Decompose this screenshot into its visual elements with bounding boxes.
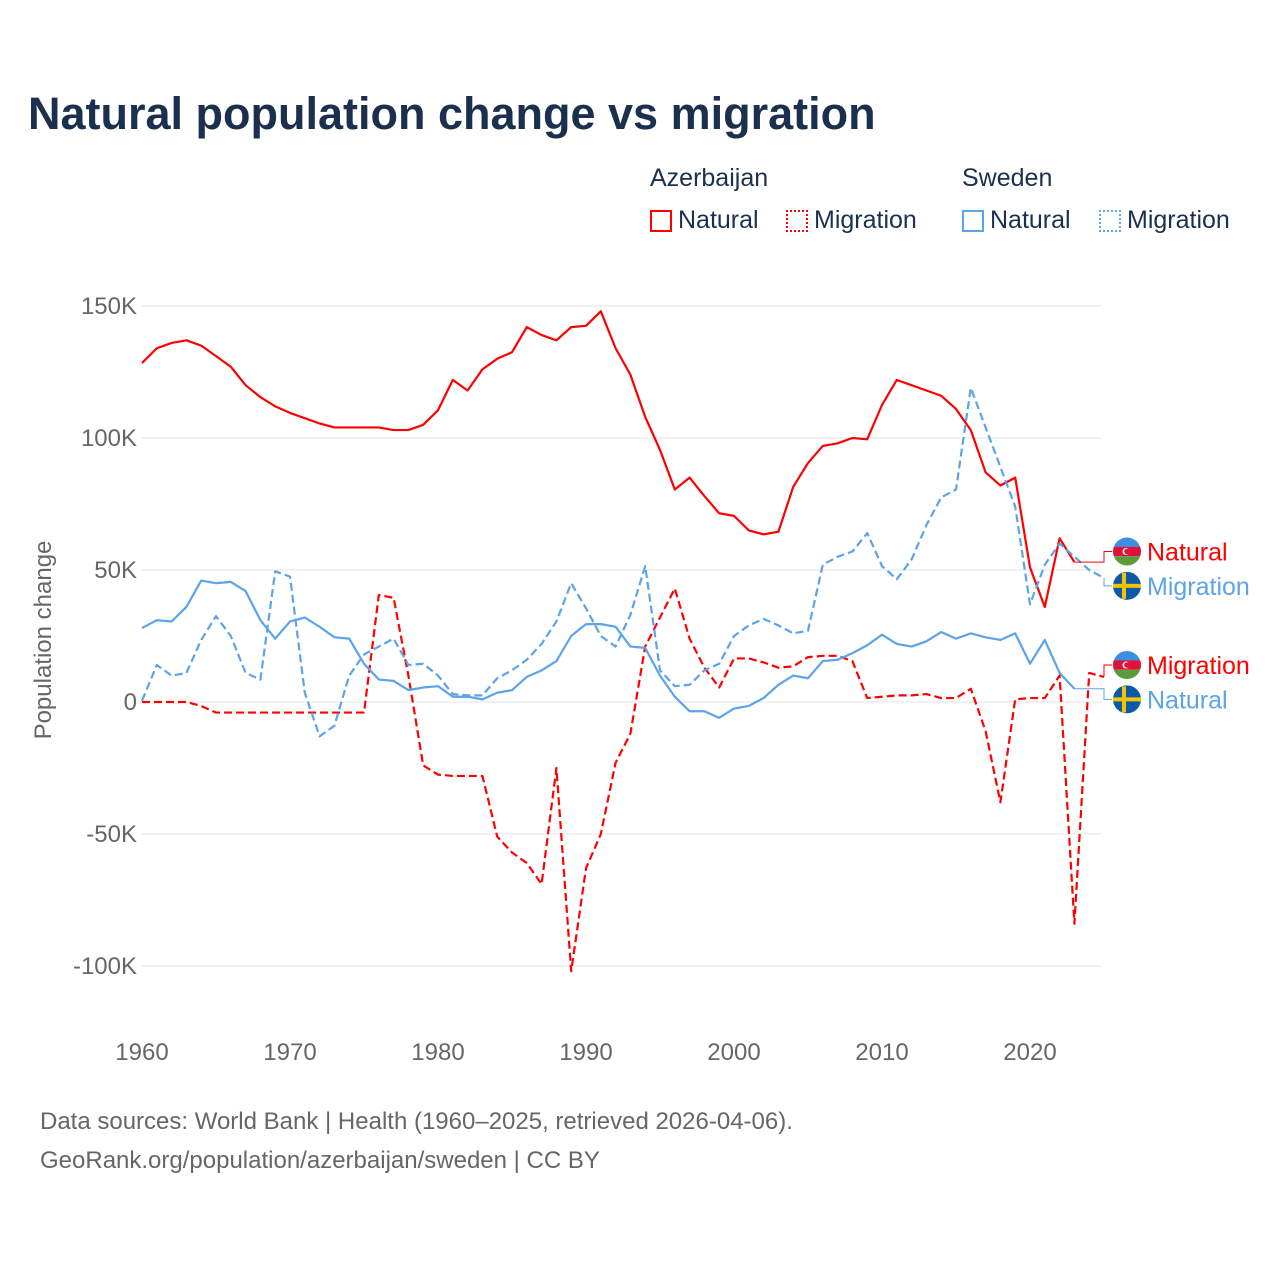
series-line-sweden-natural xyxy=(141,579,1076,719)
series-end-label: Natural xyxy=(1147,539,1228,567)
legend-group-azerbaijan: Azerbaijan xyxy=(650,164,769,192)
legend-item-azerbaijan-natural[interactable]: Natural xyxy=(650,206,759,235)
azerbaijan-flag-icon xyxy=(1113,537,1141,566)
y-tick-label: 50K xyxy=(94,557,137,584)
x-tick-label: 1990 xyxy=(559,1039,612,1066)
legend-swatch-dotted-red xyxy=(786,209,808,232)
label-connector xyxy=(1103,577,1112,587)
x-tick-label: 1960 xyxy=(115,1039,168,1066)
legend-swatch-solid-red xyxy=(650,209,672,232)
series-end-label: Natural xyxy=(1147,686,1228,714)
x-tick-label: 1980 xyxy=(411,1039,464,1066)
label-connector xyxy=(1074,688,1112,700)
y-tick-label: -100K xyxy=(73,953,137,980)
x-tick-label: 2020 xyxy=(1003,1039,1056,1066)
x-tick-label: 2010 xyxy=(855,1039,908,1066)
series-line-sweden-migration xyxy=(140,386,1105,738)
series-line-azerbaijan-natural xyxy=(141,310,1076,609)
y-axis-label: Population change xyxy=(30,541,57,740)
chart-title: Natural population change vs migration xyxy=(28,88,876,139)
legend-item-azerbaijan-migration[interactable]: Migration xyxy=(786,206,917,235)
series-line-azerbaijan-migration xyxy=(142,587,1105,973)
sweden-flag-icon xyxy=(1113,571,1141,600)
legend-label: Migration xyxy=(814,206,917,234)
label-connector xyxy=(1074,551,1112,563)
y-tick-label: 0 xyxy=(124,689,137,716)
x-tick-label: 2000 xyxy=(707,1039,760,1066)
legend-group-sweden: Sweden xyxy=(962,164,1053,192)
legend-label: Natural xyxy=(990,206,1071,234)
sweden-flag-icon xyxy=(1113,685,1141,714)
series-end-label: Migration xyxy=(1147,573,1250,601)
y-tick-label: 100K xyxy=(81,425,137,452)
series-end-label: Migration xyxy=(1147,652,1250,680)
label-connector xyxy=(1103,664,1112,677)
footer-sources: Data sources: World Bank | Health (1960–… xyxy=(40,1108,793,1135)
x-tick-label: 1970 xyxy=(263,1039,316,1066)
legend-label: Migration xyxy=(1127,206,1230,234)
azerbaijan-flag-icon xyxy=(1113,651,1141,680)
legend-swatch-solid-blue xyxy=(962,209,984,232)
legend-item-sweden-migration[interactable]: Migration xyxy=(1099,206,1230,235)
legend-swatch-dotted-blue xyxy=(1099,209,1121,232)
footer-link[interactable]: GeoRank.org/population/azerbaijan/sweden… xyxy=(40,1147,600,1174)
y-tick-label: -50K xyxy=(86,821,137,848)
legend-label: Natural xyxy=(678,206,759,234)
legend-item-sweden-natural[interactable]: Natural xyxy=(962,206,1071,235)
y-tick-label: 150K xyxy=(81,293,137,320)
